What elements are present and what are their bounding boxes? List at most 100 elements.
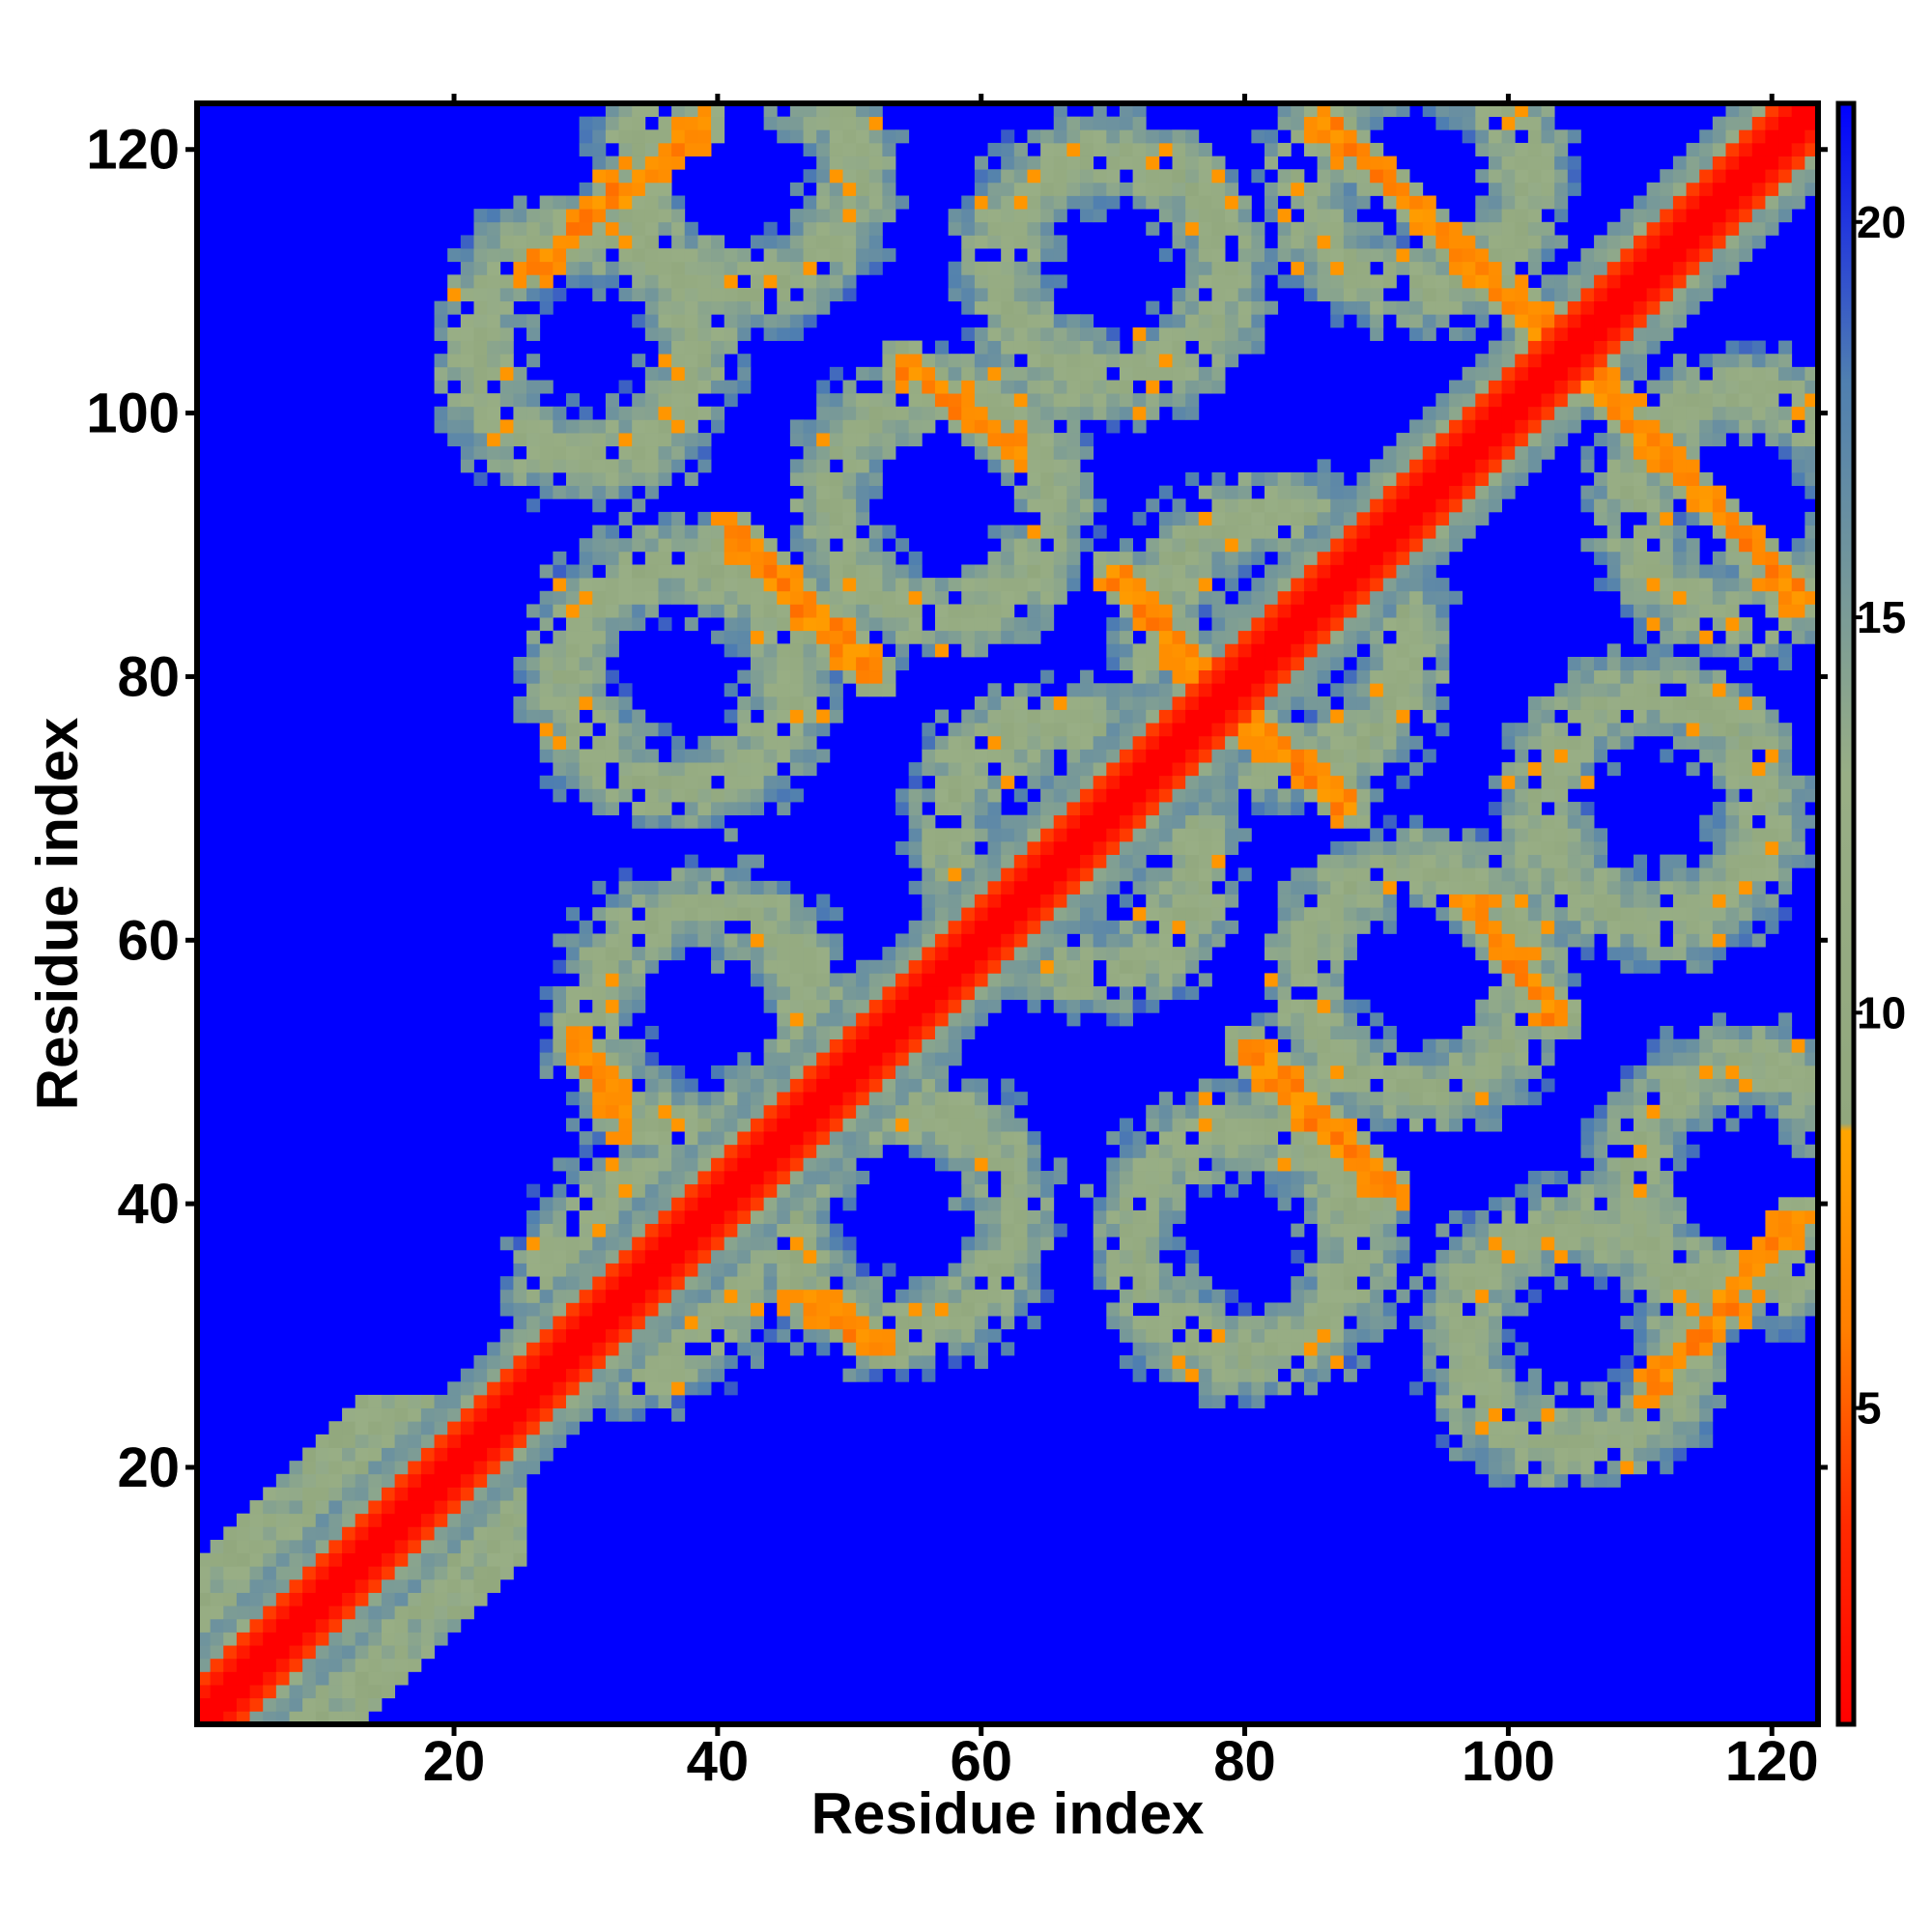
heatmap-cell bbox=[1396, 485, 1410, 499]
heatmap-cell bbox=[1317, 617, 1331, 632]
heatmap-cell bbox=[315, 1566, 329, 1580]
heatmap-cell bbox=[658, 406, 672, 420]
heatmap-cell bbox=[1119, 854, 1133, 868]
heatmap-cell bbox=[908, 617, 923, 632]
heatmap-cell bbox=[565, 1328, 581, 1343]
heatmap-cell bbox=[394, 1461, 409, 1475]
heatmap-cell bbox=[1040, 300, 1055, 315]
heatmap-cell bbox=[803, 525, 817, 539]
heatmap-cell bbox=[750, 1316, 765, 1330]
heatmap-cell bbox=[724, 261, 738, 275]
heatmap-cell bbox=[592, 775, 607, 789]
heatmap-cell bbox=[658, 947, 672, 961]
heatmap-cell bbox=[1225, 1104, 1239, 1119]
heatmap-cell bbox=[1237, 1394, 1252, 1408]
heatmap-cell bbox=[658, 327, 672, 341]
heatmap-cell bbox=[671, 933, 686, 948]
heatmap-cell bbox=[1370, 643, 1384, 658]
heatmap-cell bbox=[1343, 169, 1357, 184]
heatmap-cell bbox=[1080, 406, 1094, 420]
heatmap-cell bbox=[1132, 1209, 1147, 1224]
heatmap-cell bbox=[473, 1407, 488, 1422]
heatmap-cell bbox=[1330, 986, 1345, 1001]
heatmap-cell bbox=[565, 485, 581, 499]
heatmap-cell bbox=[1291, 907, 1305, 922]
heatmap-cell bbox=[1053, 274, 1067, 289]
heatmap-cell bbox=[1172, 327, 1186, 341]
heatmap-cell bbox=[1198, 1368, 1212, 1382]
heatmap-cell bbox=[1185, 393, 1200, 408]
heatmap-cell bbox=[1225, 749, 1239, 763]
heatmap-cell bbox=[1132, 749, 1147, 763]
heatmap-cell bbox=[934, 1316, 950, 1330]
heatmap-cell bbox=[592, 248, 607, 263]
heatmap-cell bbox=[697, 894, 712, 908]
heatmap-cell bbox=[922, 366, 936, 381]
heatmap-cell bbox=[526, 1289, 541, 1303]
heatmap-cell bbox=[777, 749, 791, 763]
heatmap-cell bbox=[1198, 380, 1212, 394]
heatmap-cell bbox=[1277, 749, 1292, 763]
heatmap-cell bbox=[1027, 129, 1041, 144]
heatmap-cell bbox=[487, 235, 501, 249]
heatmap-cell bbox=[1158, 1209, 1173, 1224]
heatmap-cell bbox=[895, 947, 910, 961]
heatmap-cell bbox=[605, 1078, 619, 1093]
heatmap-cell bbox=[711, 604, 725, 618]
heatmap-cell bbox=[1093, 366, 1107, 381]
heatmap-cell bbox=[513, 1513, 527, 1527]
heatmap-cell bbox=[922, 788, 936, 803]
heatmap-cell bbox=[961, 354, 976, 368]
heatmap-cell bbox=[697, 1092, 712, 1106]
heatmap-cell bbox=[974, 1183, 988, 1198]
heatmap-cell bbox=[223, 1658, 238, 1672]
heatmap-cell bbox=[1356, 182, 1371, 196]
heatmap-cell bbox=[553, 1052, 567, 1066]
heatmap-cell bbox=[1370, 669, 1384, 684]
heatmap-cell bbox=[289, 1578, 303, 1593]
heatmap-cell bbox=[1264, 735, 1279, 750]
heatmap-cell bbox=[1237, 1144, 1252, 1158]
heatmap-cell bbox=[777, 1092, 791, 1106]
heatmap-cell bbox=[763, 1263, 778, 1277]
heatmap-cell bbox=[1146, 1342, 1160, 1356]
heatmap-cell bbox=[632, 1183, 646, 1198]
heatmap-cell bbox=[1146, 709, 1160, 724]
heatmap-cell bbox=[1330, 1144, 1345, 1158]
heatmap-cell bbox=[829, 1302, 843, 1317]
heatmap-cell bbox=[1211, 354, 1226, 368]
heatmap-cell bbox=[1343, 1263, 1357, 1277]
heatmap-cell bbox=[974, 828, 988, 842]
heatmap-cell bbox=[697, 1104, 712, 1119]
heatmap-cell bbox=[553, 696, 567, 710]
heatmap-cell bbox=[961, 1316, 976, 1330]
heatmap-cell bbox=[1066, 419, 1081, 434]
heatmap-cell bbox=[1185, 366, 1200, 381]
heatmap-cell bbox=[1211, 327, 1226, 341]
heatmap-cell bbox=[1119, 643, 1133, 658]
heatmap-cell bbox=[922, 406, 936, 420]
heatmap-cell bbox=[908, 762, 923, 777]
heatmap-cell bbox=[368, 1658, 383, 1672]
heatmap-cell bbox=[1132, 511, 1147, 526]
heatmap-cell bbox=[487, 1526, 501, 1541]
heatmap-cell bbox=[355, 1697, 369, 1712]
heatmap-cell bbox=[355, 1394, 369, 1408]
heatmap-cell bbox=[1132, 973, 1147, 987]
heatmap-cell bbox=[1356, 920, 1371, 934]
heatmap-cell bbox=[987, 1236, 1002, 1251]
heatmap-cell bbox=[1211, 169, 1226, 184]
heatmap-cell bbox=[1291, 947, 1305, 961]
heatmap-cell bbox=[1370, 1157, 1384, 1172]
heatmap-cell bbox=[1317, 907, 1331, 922]
heatmap-cell bbox=[697, 1381, 712, 1396]
heatmap-cell bbox=[579, 1104, 593, 1119]
heatmap-cell bbox=[1264, 209, 1279, 223]
heatmap-cell bbox=[684, 103, 698, 118]
heatmap-cell bbox=[487, 1552, 501, 1567]
heatmap-cell bbox=[592, 1065, 607, 1079]
heatmap-cell bbox=[842, 459, 857, 473]
heatmap-cell bbox=[1040, 920, 1055, 934]
heatmap-cell bbox=[1185, 590, 1200, 605]
heatmap-cell bbox=[499, 1355, 514, 1370]
